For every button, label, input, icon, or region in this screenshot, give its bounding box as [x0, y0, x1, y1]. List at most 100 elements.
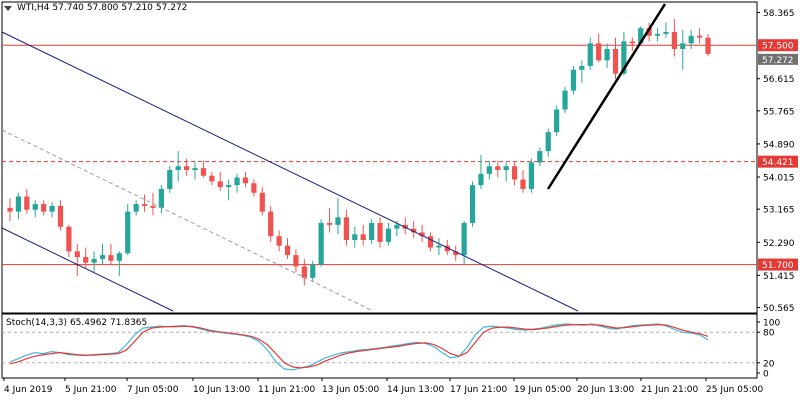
candle-body: [141, 204, 148, 206]
candle[interactable]: [125, 204, 131, 256]
symbol-info[interactable]: WTI,H4 57.740 57.800 57.210 57.272: [4, 3, 187, 13]
candle[interactable]: [343, 209, 349, 246]
candle[interactable]: [259, 187, 265, 216]
candle[interactable]: [453, 245, 459, 261]
candle[interactable]: [32, 200, 38, 218]
candle-body: [99, 255, 106, 259]
candle[interactable]: [108, 243, 114, 265]
candle-body: [587, 43, 593, 67]
candle[interactable]: [520, 170, 526, 193]
candle[interactable]: [99, 243, 106, 265]
candle[interactable]: [116, 251, 122, 276]
candle[interactable]: [175, 151, 181, 182]
candle[interactable]: [234, 173, 240, 193]
candle[interactable]: [7, 198, 13, 222]
candle[interactable]: [688, 30, 694, 49]
candle[interactable]: [167, 166, 173, 193]
candle[interactable]: [562, 86, 568, 114]
candle[interactable]: [495, 160, 501, 178]
candle[interactable]: [469, 181, 476, 227]
candle[interactable]: [91, 251, 97, 273]
candle[interactable]: [15, 192, 22, 220]
candle[interactable]: [411, 221, 417, 239]
candle[interactable]: [293, 249, 299, 273]
candle[interactable]: [579, 60, 585, 84]
current-price-label: 57.272: [762, 56, 794, 66]
candle[interactable]: [360, 224, 366, 246]
candle[interactable]: [570, 66, 577, 95]
collapse-triangle-icon[interactable]: [4, 5, 12, 11]
candle-body: [234, 177, 240, 186]
candle[interactable]: [183, 158, 190, 176]
channel-mid-dashed-line[interactable]: [1, 129, 374, 312]
candle-body: [24, 196, 30, 210]
candle[interactable]: [301, 258, 307, 286]
candle[interactable]: [511, 162, 518, 186]
time-tick-label: 4 Jun 2019: [4, 385, 53, 395]
candle[interactable]: [587, 37, 593, 70]
candle[interactable]: [326, 207, 333, 233]
candle[interactable]: [419, 224, 425, 242]
candle[interactable]: [545, 128, 551, 157]
trend-line[interactable]: [546, 3, 667, 190]
candle-body: [478, 173, 484, 186]
channel-upper-line[interactable]: [1, 31, 579, 312]
candle-body: [528, 162, 535, 189]
candle[interactable]: [680, 30, 686, 70]
candle[interactable]: [310, 260, 316, 282]
candle[interactable]: [335, 198, 341, 235]
candle[interactable]: [528, 158, 535, 193]
candle[interactable]: [646, 22, 652, 42]
candle[interactable]: [209, 171, 215, 186]
candle[interactable]: [41, 200, 47, 216]
candle[interactable]: [242, 171, 249, 188]
candle[interactable]: [604, 43, 610, 68]
candle[interactable]: [486, 160, 492, 180]
candle[interactable]: [596, 33, 602, 63]
candle[interactable]: [74, 243, 80, 276]
candle[interactable]: [192, 162, 198, 180]
candle[interactable]: [696, 28, 703, 44]
candle[interactable]: [478, 154, 484, 189]
candle[interactable]: [83, 247, 89, 269]
level-price-label: 54.421: [762, 158, 794, 168]
candle[interactable]: [133, 200, 139, 216]
candle[interactable]: [158, 185, 164, 214]
candle[interactable]: [217, 171, 223, 191]
channel-lower-line[interactable]: [1, 227, 174, 312]
candle-body: [562, 90, 568, 110]
candle[interactable]: [24, 188, 30, 214]
candle[interactable]: [369, 219, 375, 244]
candle[interactable]: [251, 179, 257, 197]
candle[interactable]: [671, 18, 677, 57]
candle[interactable]: [352, 226, 358, 248]
candle[interactable]: [377, 217, 383, 248]
candle[interactable]: [318, 219, 324, 267]
candle[interactable]: [436, 238, 442, 256]
candle[interactable]: [629, 37, 635, 51]
candle[interactable]: [226, 179, 232, 201]
candle[interactable]: [654, 28, 661, 42]
candle[interactable]: [141, 194, 148, 212]
candle[interactable]: [66, 224, 72, 258]
candle[interactable]: [461, 221, 467, 265]
candle[interactable]: [276, 230, 282, 252]
candle-body: [453, 251, 459, 256]
candle[interactable]: [200, 160, 207, 178]
candle-body: [183, 166, 190, 171]
candle[interactable]: [554, 105, 560, 136]
candle[interactable]: [612, 37, 619, 80]
candle[interactable]: [49, 202, 55, 218]
candle[interactable]: [268, 205, 274, 242]
candle[interactable]: [427, 232, 434, 252]
candle[interactable]: [284, 238, 291, 259]
candle[interactable]: [503, 162, 509, 182]
candle[interactable]: [57, 200, 64, 231]
candle[interactable]: [385, 222, 392, 246]
candle[interactable]: [705, 33, 711, 57]
stoch-signal-line[interactable]: [9, 323, 709, 369]
candle[interactable]: [537, 147, 543, 167]
candle[interactable]: [402, 217, 408, 235]
candle-body: [469, 185, 476, 223]
candle[interactable]: [663, 22, 669, 38]
